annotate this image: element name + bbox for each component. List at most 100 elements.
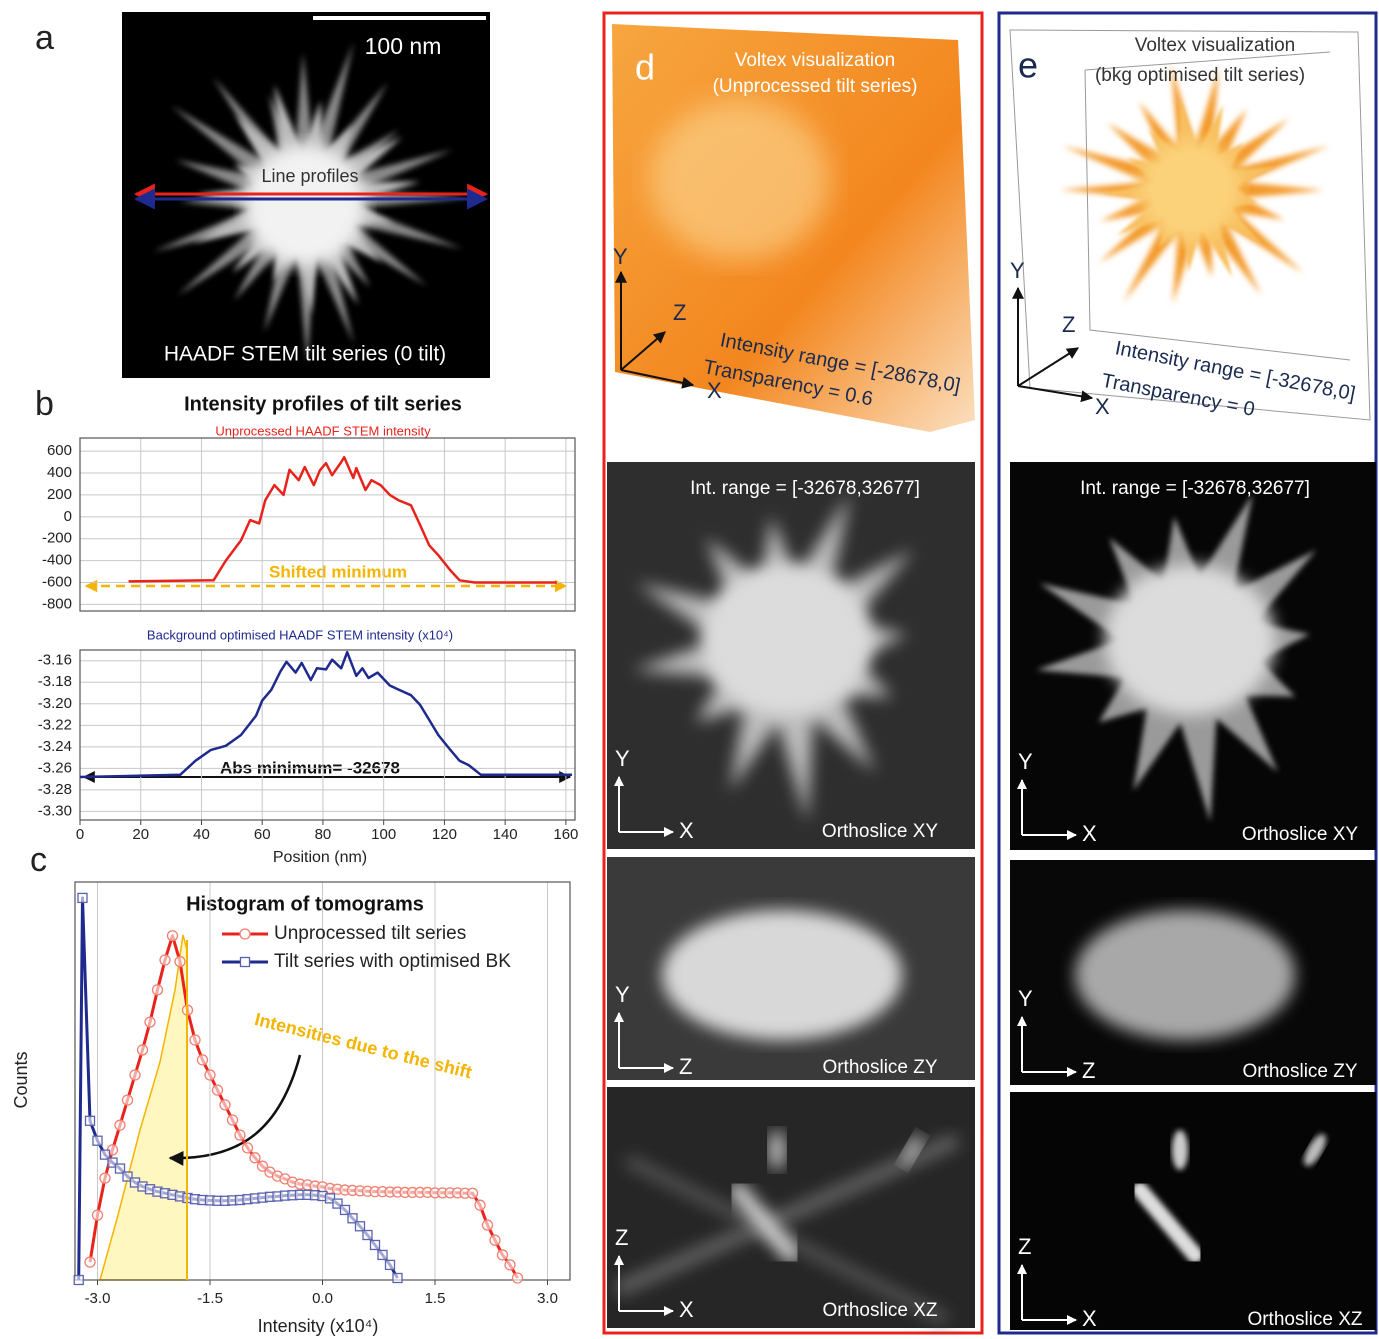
panel-label: c [30, 841, 47, 879]
chart-title: Histogram of tomograms [186, 893, 424, 915]
marker [371, 1240, 380, 1249]
marker [356, 1222, 365, 1231]
marker [205, 1070, 215, 1080]
marker [341, 1205, 350, 1214]
slice-range: Int. range = [-32678,32677] [1080, 478, 1310, 499]
blob [662, 910, 902, 1040]
panel-label: e [1018, 45, 1038, 86]
slice-name: Orthoslice XY [822, 821, 938, 842]
blob [702, 565, 872, 715]
x-tick-label: 1.5 [425, 1290, 446, 1307]
voltex-title: (Unprocessed tilt series) [713, 76, 918, 97]
scale-label: 100 nm [365, 33, 442, 59]
slice-name: Orthoslice ZY [822, 1057, 937, 1078]
marker [160, 955, 170, 965]
legend-label: Unprocessed tilt series [274, 923, 466, 944]
y-tick-label: -3.24 [38, 738, 72, 755]
marker [213, 1085, 223, 1095]
axis-letter: Z [673, 300, 686, 325]
marker [513, 1273, 523, 1283]
voltex-particle [1060, 64, 1329, 304]
core [1140, 140, 1240, 240]
slice-name: Orthoslice XZ [1247, 1309, 1362, 1330]
legend-marker [241, 958, 250, 967]
axis-letter: Y [615, 746, 630, 771]
marker [85, 1257, 95, 1267]
axis-arrow [1018, 348, 1078, 386]
panel-label: d [635, 47, 655, 88]
blob [1075, 910, 1295, 1040]
marker [243, 1143, 253, 1153]
marker [250, 1153, 260, 1163]
voltex-title: Voltex visualization [735, 50, 896, 71]
marker [505, 1260, 515, 1270]
marker [86, 1116, 95, 1125]
marker [378, 1250, 387, 1259]
marker [483, 1220, 493, 1230]
voltex-title: (bkg optimised tilt series) [1095, 65, 1305, 86]
x-tick-label: 120 [432, 826, 457, 843]
x-tick-label: 0 [76, 826, 84, 843]
shift-region [100, 935, 187, 1280]
axis-letter: X [707, 378, 722, 403]
marker [235, 1130, 245, 1140]
marker [168, 931, 178, 941]
plot-frame [80, 650, 575, 820]
legend-marker [240, 929, 250, 939]
blob [769, 1130, 785, 1170]
x-tick-label: 160 [553, 826, 578, 843]
axis-letter: Y [1010, 258, 1025, 283]
annotation-arrow [170, 1055, 300, 1158]
y-tick-label: 200 [47, 486, 72, 503]
y-tick-label: -3.20 [38, 695, 72, 712]
axis-triad [1018, 288, 1092, 398]
marker [78, 893, 87, 902]
blob [1172, 1130, 1188, 1170]
axis-letter: X [1082, 821, 1097, 846]
slice-range: Int. range = [-32678,32677] [690, 478, 920, 499]
y-axis-label: Counts [11, 1051, 31, 1108]
marker [115, 1120, 125, 1130]
axis-letter: X [1095, 394, 1110, 419]
marker [363, 1231, 372, 1240]
panel-label: a [35, 19, 54, 57]
y-tick-label: -3.22 [38, 716, 72, 733]
y-tick-label: -3.26 [38, 759, 72, 776]
x-tick-label: 40 [193, 826, 210, 843]
axis-letter: X [679, 1297, 694, 1322]
slice-name: Orthoslice XZ [822, 1300, 937, 1321]
axis-letter: Y [613, 244, 628, 269]
axis-letter: Z [1018, 1234, 1031, 1259]
marker [138, 1045, 148, 1055]
x-tick-label: 20 [132, 826, 149, 843]
blob [1105, 565, 1275, 715]
x-axis-label: Position (nm) [273, 849, 367, 866]
marker [93, 1136, 102, 1145]
axis-letter: Y [615, 982, 630, 1007]
marker [93, 1210, 103, 1220]
x-tick-label: 140 [493, 826, 518, 843]
axis-letter: X [679, 818, 694, 843]
axis-letter: X [1082, 1306, 1097, 1331]
marker [175, 957, 185, 967]
marker [468, 1188, 478, 1198]
panel-label: b [35, 385, 54, 423]
annotation: Intensities due to the shift [253, 1009, 474, 1082]
chart-subtitle: Background optimised HAADF STEM intensit… [147, 627, 453, 642]
chart-subtitle: Unprocessed HAADF STEM intensity [215, 423, 431, 438]
x-tick-label: 80 [315, 826, 332, 843]
y-tick-label: 600 [47, 442, 72, 459]
marker [475, 1200, 485, 1210]
x-tick-label: 60 [254, 826, 271, 843]
orthoslice [1010, 1092, 1376, 1330]
annotation: Line profiles [261, 166, 358, 186]
legend-label: Tilt series with optimised BK [274, 951, 511, 972]
caption: HAADF STEM tilt series (0 tilt) [164, 343, 446, 366]
marker [220, 1100, 230, 1110]
y-tick-label: -600 [42, 574, 72, 591]
y-tick-label: -800 [42, 595, 72, 612]
annotation: Shifted minimum [269, 562, 407, 581]
x-tick-label: 3.0 [537, 1290, 558, 1307]
x-axis-label: Intensity (x10⁴) [258, 1316, 379, 1336]
x-tick-label: -1.5 [197, 1290, 223, 1307]
